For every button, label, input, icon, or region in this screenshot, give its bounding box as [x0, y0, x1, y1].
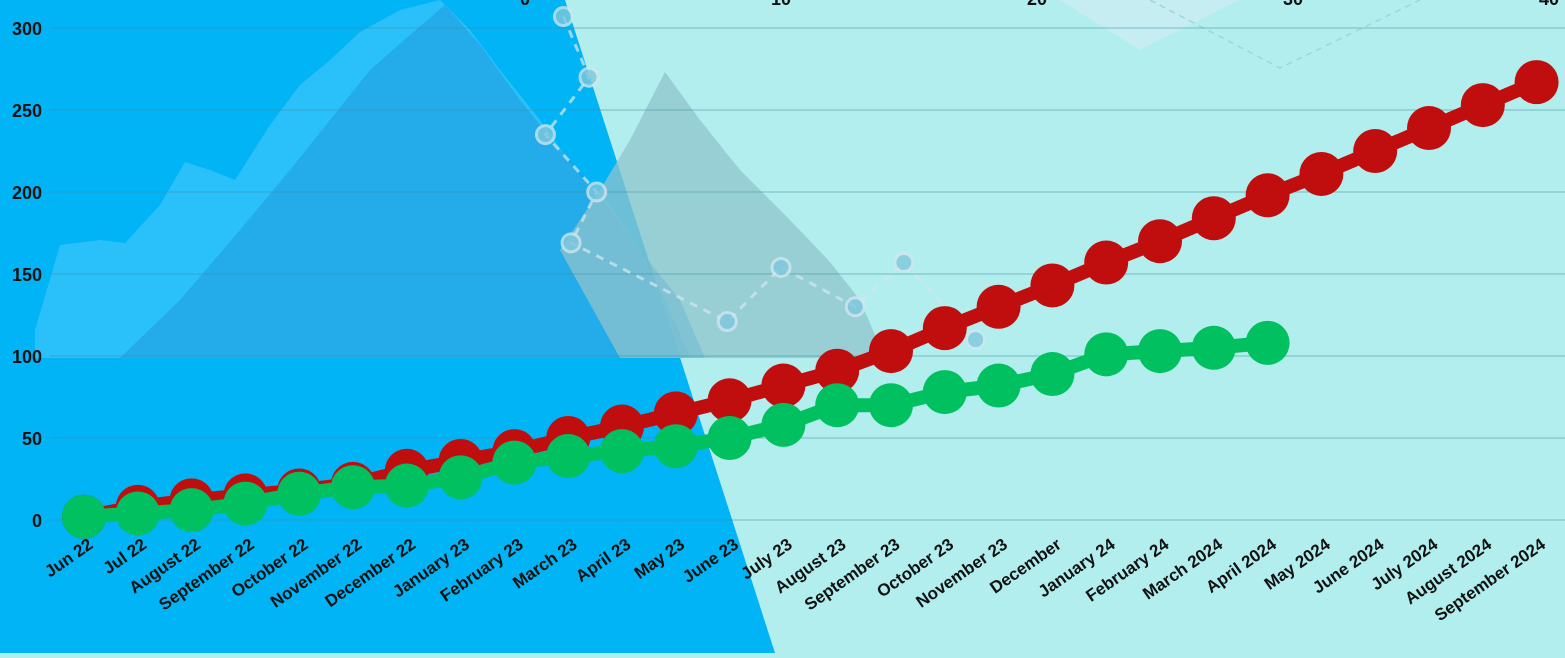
data-point: [761, 363, 806, 408]
top-decoration-line: [1149, 0, 1421, 69]
data-point: [1138, 329, 1182, 374]
top-axis-tick-label: 40: [1539, 0, 1559, 9]
data-point: [1191, 196, 1236, 241]
data-point: [600, 429, 644, 474]
data-point: [1084, 240, 1129, 285]
decoration-point: [560, 232, 582, 254]
decoration-point: [552, 6, 574, 28]
y-tick-label: 300: [12, 19, 42, 39]
data-point: [384, 463, 429, 508]
data-point: [1030, 263, 1075, 308]
mountain-left-shadow: [120, 5, 705, 358]
data-point: [976, 363, 1021, 408]
data-point: [1460, 83, 1505, 128]
data-point: [1514, 60, 1559, 105]
decoration-series: [534, 6, 987, 351]
top-axis-tick-label: 20: [1027, 0, 1047, 9]
y-tick-label: 200: [12, 183, 42, 203]
decoration-point: [534, 124, 556, 146]
data-point: [492, 440, 537, 485]
data-point: [761, 402, 806, 447]
decoration-point: [716, 311, 738, 333]
data-point: [277, 471, 322, 516]
top-decoration-shape: [1060, 0, 1240, 50]
decoration-point: [578, 66, 600, 88]
data-point: [653, 391, 698, 436]
y-tick-label: 100: [12, 347, 42, 367]
y-tick-label: 250: [12, 101, 42, 121]
data-point: [1030, 352, 1075, 397]
y-tick-label: 150: [12, 265, 42, 285]
mountain-right: [560, 72, 885, 358]
top-axis-tick-label: 0: [520, 0, 530, 9]
data-point: [115, 491, 160, 536]
y-tick-label: 50: [22, 429, 42, 449]
data-point: [223, 481, 268, 526]
data-point: [1245, 320, 1290, 365]
data-point: [1138, 219, 1182, 264]
gridlines: [50, 27, 1565, 521]
data-point: [1245, 173, 1290, 218]
series-2: [62, 320, 1290, 539]
data-point: [1084, 332, 1129, 377]
data-point: [62, 494, 106, 539]
data-point: [653, 424, 698, 469]
decoration-point: [770, 256, 792, 278]
data-point: [1191, 325, 1236, 370]
data-point: [869, 329, 913, 374]
data-point: [438, 455, 483, 500]
decoration-point: [586, 181, 608, 203]
decoration-point: [844, 296, 866, 318]
decoration-point: [893, 252, 915, 274]
y-tick-label: 0: [32, 511, 42, 531]
data-point: [331, 465, 375, 510]
data-point: [815, 383, 860, 428]
top-axis-tick-label: 30: [1283, 0, 1303, 9]
data-point: [976, 284, 1021, 329]
data-point: [869, 383, 913, 428]
data-point: [707, 416, 752, 460]
data-point: [922, 306, 967, 351]
data-point: [707, 378, 752, 423]
data-point: [169, 488, 214, 533]
data-series: [62, 60, 1559, 539]
top-axis-tick-label: 10: [771, 0, 791, 9]
data-point: [1299, 151, 1344, 196]
data-point: [546, 434, 591, 479]
decoration-point: [965, 329, 987, 351]
data-point: [1407, 106, 1451, 151]
data-point: [922, 370, 967, 415]
data-point: [1353, 129, 1398, 173]
data-point: [815, 348, 860, 393]
